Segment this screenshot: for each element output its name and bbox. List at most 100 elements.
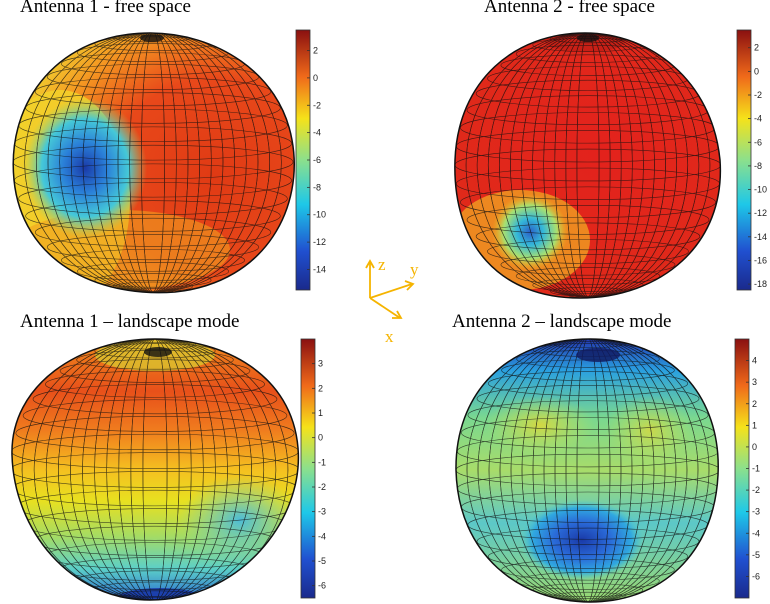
colorbar-tick-label: -3	[752, 507, 760, 517]
colorbar-antenna2-landscape: 4 3 2 1 0 -1 -2 -3 -4 -5 -6	[734, 338, 760, 599]
colorbar-tick-label: 1	[752, 420, 757, 430]
radiation-pattern-antenna1-landscape	[11, 338, 300, 601]
colorbar-antenna1-landscape: 3 2 1 0 -1 -2 -3 -4 -5 -6	[300, 338, 326, 599]
mesh-longitude-line	[465, 33, 711, 298]
mesh-latitude-line	[487, 371, 689, 396]
colorbar-tick-label: -6	[754, 137, 762, 147]
z-arrowhead-icon	[365, 259, 375, 269]
axes-triad	[365, 259, 415, 319]
mesh-longitude-line	[554, 339, 622, 602]
colorbar-tick-label: -10	[313, 210, 326, 220]
mesh-latitude-line	[77, 261, 229, 281]
colorbar-tick-label: -3	[318, 507, 326, 517]
mesh-latitude-line	[487, 544, 689, 569]
colorbar-tick-label: 0	[752, 442, 757, 452]
colorbar-tick-label: 2	[754, 43, 759, 53]
colorbar-tick-label: -16	[754, 255, 767, 265]
colorbar-tick-label: 0	[754, 66, 759, 76]
colorbar-tick-label: 2	[313, 46, 318, 56]
radiation-pattern-antenna1-free-space	[12, 32, 295, 294]
mesh-longitude-line	[142, 339, 168, 600]
mesh-longitude-line	[510, 339, 666, 602]
x-arrowhead-icon	[392, 310, 403, 319]
mesh-latitude-line	[500, 254, 676, 276]
mesh-latitude-line	[46, 234, 260, 261]
colorbar-tick-label: -6	[752, 571, 760, 581]
colorbar-tick-label: -6	[318, 581, 326, 591]
mesh-latitude-line	[18, 182, 288, 216]
x-axis-arrow	[369, 297, 401, 319]
mesh-latitude-line	[501, 559, 675, 581]
mesh-longitude-line	[58, 339, 252, 600]
mesh-longitude-line	[82, 339, 228, 600]
colorbar-tick-label: -12	[754, 208, 767, 218]
colorbar-tick-label: -14	[313, 264, 326, 274]
y-arrowhead-icon	[404, 280, 415, 291]
mesh-longitude-line	[94, 339, 216, 600]
colorbar-tick-label: -4	[752, 528, 760, 538]
mesh-longitude-line	[488, 339, 688, 602]
colorbar-tick-label: 1	[318, 408, 323, 418]
mesh-latitude-line	[460, 186, 716, 218]
colorbar-tick-label: -1	[318, 457, 326, 467]
panel-title-antenna1-landscape: Antenna 1 – landscape mode	[20, 311, 240, 332]
colorbar-tick-label: -8	[754, 161, 762, 171]
mesh-longitude-line	[33, 339, 277, 600]
mesh-longitude-line	[477, 339, 699, 602]
colorbar-tick-label: -2	[752, 485, 760, 495]
mesh-latitude-line	[22, 399, 288, 432]
x-axis-label: x	[385, 327, 394, 346]
mesh-latitude-line	[476, 385, 700, 413]
mesh-latitude-line	[467, 400, 709, 430]
mesh-latitude-line	[34, 217, 272, 247]
mesh-latitude-line	[15, 416, 295, 451]
colorbar-tick-label: -10	[754, 185, 767, 195]
colorbar-tick-label: 2	[318, 383, 323, 393]
colorbar-tick-label: -4	[318, 531, 326, 541]
mesh-latitude-line	[487, 239, 689, 264]
colorbar-tick-label: -1	[752, 464, 760, 474]
colorbar-tick-label: -14	[754, 232, 767, 242]
mesh-latitude-line	[94, 343, 216, 359]
colorbar-tick-label: -12	[313, 237, 326, 247]
mesh-longitude-line	[576, 339, 600, 602]
mesh-latitude-line	[11, 433, 299, 469]
colorbar-tick-label: 0	[313, 73, 318, 83]
mesh-latitude-line	[11, 452, 299, 488]
mesh-latitude-line	[13, 144, 294, 180]
mesh-longitude-line	[521, 339, 655, 602]
colorbar-antenna2-free-space: 2 0 -2 -4 -6 -8 -10 -12 -14 -16 -18	[736, 29, 767, 291]
colorbar-tick-label: -18	[754, 279, 767, 289]
mesh-latitude-line	[11, 471, 299, 507]
mesh-longitude-line	[532, 339, 644, 602]
mesh-latitude-line	[34, 77, 272, 107]
mesh-longitude-line	[118, 339, 192, 600]
colorbar-tick-label: 3	[752, 377, 757, 387]
colorbar-tick-label: -8	[313, 182, 321, 192]
mesh-longitude-line	[70, 339, 240, 600]
colorbar-tick-label: -5	[752, 550, 760, 560]
mesh-longitude-line	[106, 339, 204, 600]
mesh-longitude-line	[130, 339, 180, 600]
mesh-longitude-line	[21, 339, 289, 600]
panel-title-antenna1-free-space: Antenna 1 - free space	[20, 0, 191, 17]
mesh-latitude-line	[61, 248, 245, 272]
colorbar-tick-label: 3	[318, 359, 323, 369]
mesh-latitude-line	[32, 384, 278, 415]
mesh-latitude-line	[515, 267, 661, 285]
mesh-latitude-line	[25, 200, 281, 232]
mesh-latitude-line	[466, 205, 710, 235]
panel-title-antenna2-free-space: Antenna 2 - free space	[484, 0, 655, 17]
mesh-longitude-line	[45, 339, 265, 600]
colorbar-tick-label: -2	[318, 482, 326, 492]
y-axis-arrow	[369, 283, 413, 299]
colorbar-tick-label: -4	[313, 128, 321, 138]
colorbar-tick-label: -6	[313, 155, 321, 165]
y-axis-label: y	[410, 260, 419, 279]
radiation-pattern-antenna2-free-space	[454, 32, 722, 299]
colorbar-tick-label: 2	[752, 399, 757, 409]
mesh-longitude-line	[543, 339, 633, 602]
colorbar-tick-label: -4	[754, 114, 762, 124]
colorbar-tick-label: 0	[318, 433, 323, 443]
